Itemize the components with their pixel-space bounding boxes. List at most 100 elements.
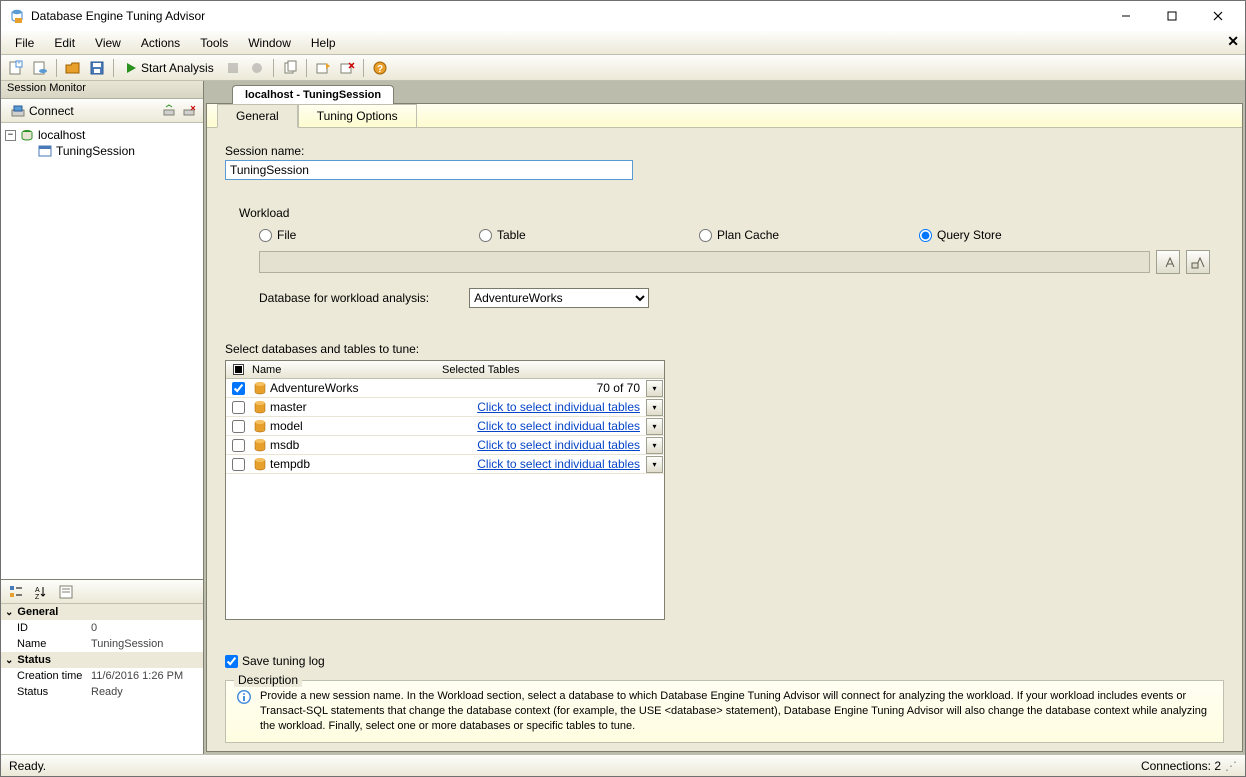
table-row[interactable]: tempdb Click to select individual tables… [226,455,664,474]
copy-icon[interactable] [279,57,301,79]
mdi-close-icon[interactable]: ✕ [1227,33,1239,50]
document-body: General Tuning Options Session name: Wor… [206,103,1243,752]
save-log-checkbox[interactable] [225,655,238,668]
dropdown-icon[interactable]: ▾ [646,418,663,435]
select-tables-link[interactable]: Click to select individual tables [477,419,640,433]
prop-row-creation[interactable]: Creation time 11/6/2016 1:26 PM [1,668,203,684]
menubar: File Edit View Actions Tools Window Help… [1,31,1245,55]
dropdown-icon[interactable]: ▾ [646,437,663,454]
db-name: msdb [270,438,440,452]
delete-session-icon[interactable] [336,57,358,79]
connect-button[interactable]: Connect [5,101,80,121]
prop-key: Name [1,638,91,650]
table-row[interactable]: msdb Click to select individual tables ▾ [226,436,664,455]
menu-window[interactable]: Window [238,33,301,53]
info-icon [236,689,252,705]
session-name-input[interactable] [225,160,633,180]
browse-file-icon[interactable] [1156,250,1180,274]
prop-key: ID [1,622,91,634]
tab-general[interactable]: General [217,104,298,128]
workload-path-input[interactable] [259,251,1150,273]
prop-category-label: General [17,606,58,618]
menu-actions[interactable]: Actions [131,33,190,53]
new-session-icon[interactable]: * [5,57,27,79]
save-icon[interactable] [86,57,108,79]
session-tree[interactable]: − localhost TuningSession [1,123,203,579]
toolbar-separator [113,59,114,77]
statusbar: Ready. Connections: 2 ⋰ [1,754,1245,776]
close-button[interactable] [1195,1,1241,31]
menu-edit[interactable]: Edit [44,33,85,53]
radio-table[interactable]: Table [479,228,609,242]
prop-category-status[interactable]: ⌄ Status [1,652,203,668]
radio-query-store[interactable]: Query Store [919,228,1049,242]
disconnect-icon[interactable] [179,101,199,121]
db-analysis-select[interactable]: AdventureWorks [469,288,649,308]
workload-label: Workload [239,206,1210,220]
select-tables-link[interactable]: Click to select individual tables [477,457,640,471]
start-analysis-label: Start Analysis [141,61,214,75]
toolbar-separator [306,59,307,77]
db-checkbox[interactable] [232,458,245,471]
tree-collapse-icon[interactable]: − [5,130,16,141]
dropdown-icon[interactable]: ▾ [646,456,663,473]
document-area: localhost - TuningSession General Tuning… [204,81,1245,754]
titlebar: Database Engine Tuning Advisor [1,1,1245,31]
table-row[interactable]: model Click to select individual tables … [226,417,664,436]
categorized-icon[interactable] [5,581,27,603]
tree-server-label: localhost [38,128,85,142]
db-checkbox[interactable] [232,401,245,414]
prop-category-general[interactable]: ⌄ General [1,604,203,620]
prop-category-label: Status [17,654,51,666]
minimize-button[interactable] [1103,1,1149,31]
new-server-icon[interactable] [29,57,51,79]
select-all-checkbox[interactable] [233,364,244,375]
dropdown-icon[interactable]: ▾ [646,399,663,416]
tree-session-node[interactable]: TuningSession [3,143,201,159]
database-icon [250,419,270,433]
property-pages-icon[interactable] [55,581,77,603]
db-name: master [270,400,440,414]
db-checkbox[interactable] [232,382,245,395]
prop-key: Status [1,686,91,698]
menu-view[interactable]: View [85,33,131,53]
db-checkbox[interactable] [232,439,245,452]
select-tables-link[interactable]: Click to select individual tables [477,438,640,452]
start-analysis-button[interactable]: Start Analysis [119,57,220,79]
menu-help[interactable]: Help [301,33,346,53]
description-legend: Description [234,673,302,687]
table-row[interactable]: master Click to select individual tables… [226,398,664,417]
browse-table-icon[interactable] [1186,250,1210,274]
pause-icon[interactable] [246,57,268,79]
db-checkbox[interactable] [232,420,245,433]
clone-session-icon[interactable] [312,57,334,79]
prop-row-id[interactable]: ID 0 [1,620,203,636]
session-monitor-header: Session Monitor [1,81,203,99]
stop-icon[interactable] [222,57,244,79]
menu-file[interactable]: File [5,33,44,53]
select-tables-link[interactable]: Click to select individual tables [477,400,640,414]
open-icon[interactable] [62,57,84,79]
save-tuning-log[interactable]: Save tuning log [225,654,1224,668]
radio-file[interactable]: File [259,228,389,242]
tab-tuning-options[interactable]: Tuning Options [298,104,417,127]
db-name: tempdb [270,457,440,471]
alphabetical-icon[interactable]: AZ [29,581,51,603]
prop-key: Creation time [1,670,91,682]
help-icon[interactable]: ? [369,57,391,79]
table-row[interactable]: AdventureWorks 70 of 70 ▾ [226,379,664,398]
radio-plan-cache[interactable]: Plan Cache [699,228,829,242]
document-tab[interactable]: localhost - TuningSession [232,85,394,104]
document-tab-label: localhost - TuningSession [245,89,381,101]
dropdown-icon[interactable]: ▾ [646,380,663,397]
toolbar-separator [363,59,364,77]
refresh-icon[interactable] [159,101,179,121]
tree-server-node[interactable]: − localhost [3,127,201,143]
maximize-button[interactable] [1149,1,1195,31]
tables-label: Select databases and tables to tune: [225,342,1224,356]
resize-grip-icon[interactable]: ⋰ [1221,759,1237,773]
prop-row-name[interactable]: Name TuningSession [1,636,203,652]
menu-tools[interactable]: Tools [190,33,238,53]
prop-row-status[interactable]: Status Ready [1,684,203,700]
window-title: Database Engine Tuning Advisor [31,9,1103,23]
